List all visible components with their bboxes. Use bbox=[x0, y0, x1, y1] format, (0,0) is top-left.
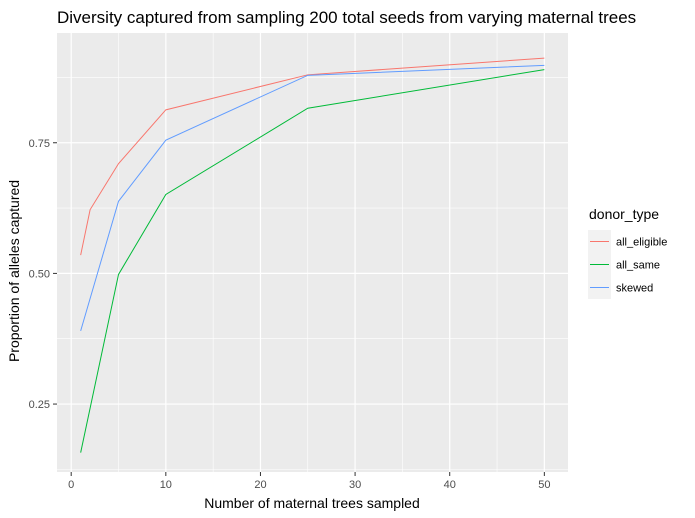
y-axis-ticks: 0.25 0.50 0.75 bbox=[29, 138, 57, 411]
legend-label: all_same bbox=[616, 260, 660, 272]
chart-title: Diversity captured from sampling 200 tot… bbox=[57, 8, 636, 27]
x-tick-label: 0 bbox=[68, 479, 74, 491]
major-gridlines bbox=[57, 33, 568, 472]
legend-label: skewed bbox=[616, 283, 653, 295]
x-axis-ticks: 0 10 20 30 40 50 bbox=[68, 472, 550, 491]
minor-gridlines bbox=[57, 33, 568, 472]
series-line-all-same bbox=[80, 69, 545, 453]
x-tick-label: 40 bbox=[444, 479, 456, 491]
y-tick-label: 0.75 bbox=[29, 138, 50, 150]
legend-label: all_eligible bbox=[616, 237, 667, 249]
legend-item-all-same: all_same bbox=[588, 253, 660, 276]
x-tick-label: 30 bbox=[349, 479, 361, 491]
x-tick-label: 20 bbox=[254, 479, 266, 491]
legend-item-all-eligible: all_eligible bbox=[588, 230, 667, 253]
series-line-all-eligible bbox=[80, 57, 545, 256]
plot-panel bbox=[57, 33, 568, 472]
series-lines bbox=[80, 57, 545, 453]
x-tick-label: 10 bbox=[160, 479, 172, 491]
legend-item-skewed: skewed bbox=[588, 276, 653, 299]
x-tick-label: 50 bbox=[538, 479, 550, 491]
series-line-skewed bbox=[80, 64, 545, 332]
x-axis-title: Number of maternal trees sampled bbox=[204, 495, 420, 511]
y-tick-label: 0.25 bbox=[29, 399, 50, 411]
legend-title: donor_type bbox=[589, 206, 659, 222]
y-axis-title: Proportion of alleles captured bbox=[6, 180, 22, 362]
y-tick-label: 0.50 bbox=[29, 268, 50, 280]
